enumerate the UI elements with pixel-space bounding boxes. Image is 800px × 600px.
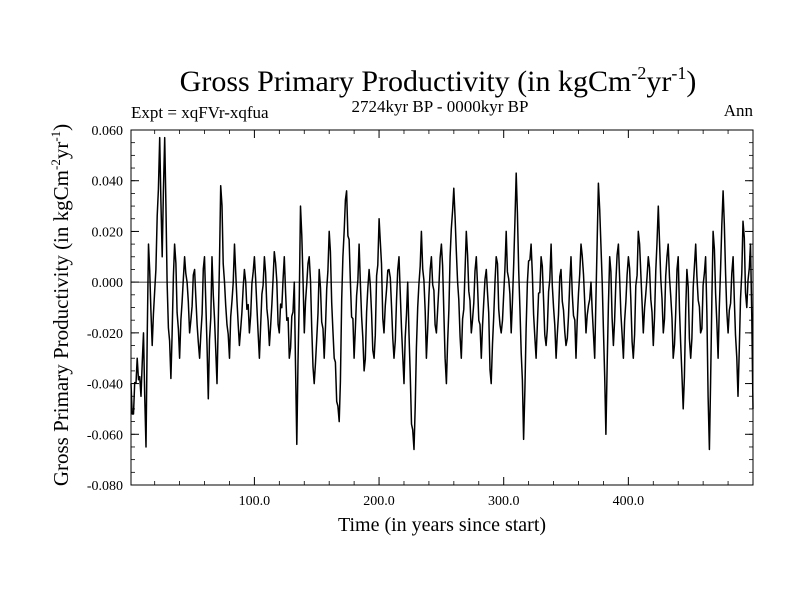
y-axis-label: Gross Primary Productivity (in kgCm-2yr-… — [48, 124, 73, 486]
x-tick-label: 300.0 — [488, 494, 520, 509]
ylabel-yr: yr — [49, 142, 73, 160]
title-sup-2: -1 — [671, 63, 686, 83]
plot-frame — [130, 129, 754, 486]
y-tick-label: -0.080 — [87, 479, 123, 494]
y-tick-label: -0.040 — [87, 378, 123, 393]
x-tick-label: 100.0 — [239, 494, 271, 509]
subtitle-season: Ann — [724, 101, 754, 120]
ylabel-sup-1: -2 — [48, 159, 63, 170]
ylabel-close: ) — [49, 124, 73, 131]
axis-ticks: 0.060 0.040 0.020 0.000 -0.020 -0.040 -0.060 -0… — [87, 124, 753, 509]
y-tick-label: 0.020 — [92, 225, 124, 240]
ylabel-main: Gross Primary Productivity (in kgCm — [49, 170, 73, 486]
subtitle-expt: Expt = xqFVr-xqfua — [131, 103, 269, 122]
subtitle-period: 2724kyr BP - 0000kyr BP — [352, 97, 529, 116]
y-tick-label: -0.060 — [87, 428, 123, 443]
x-axis-label: Time (in years since start) — [338, 514, 546, 536]
title-close: ) — [686, 65, 696, 98]
y-tick-label: -0.020 — [87, 327, 123, 342]
y-tick-label: 0.000 — [92, 276, 124, 291]
title-main: Gross Primary Productivity (in kgCm — [180, 65, 632, 98]
ylabel-sup-2: -1 — [48, 131, 63, 142]
y-tick-label: 0.060 — [92, 124, 124, 139]
title-yr: yr — [646, 65, 671, 98]
title-sup-1: -2 — [631, 63, 646, 83]
chart-title: Gross Primary Productivity (in kgCm-2yr-… — [180, 63, 697, 98]
x-tick-label: 400.0 — [613, 494, 645, 509]
series-line — [130, 136, 754, 451]
y-tick-label: 0.040 — [92, 175, 124, 190]
x-tick-label: 200.0 — [363, 494, 395, 509]
